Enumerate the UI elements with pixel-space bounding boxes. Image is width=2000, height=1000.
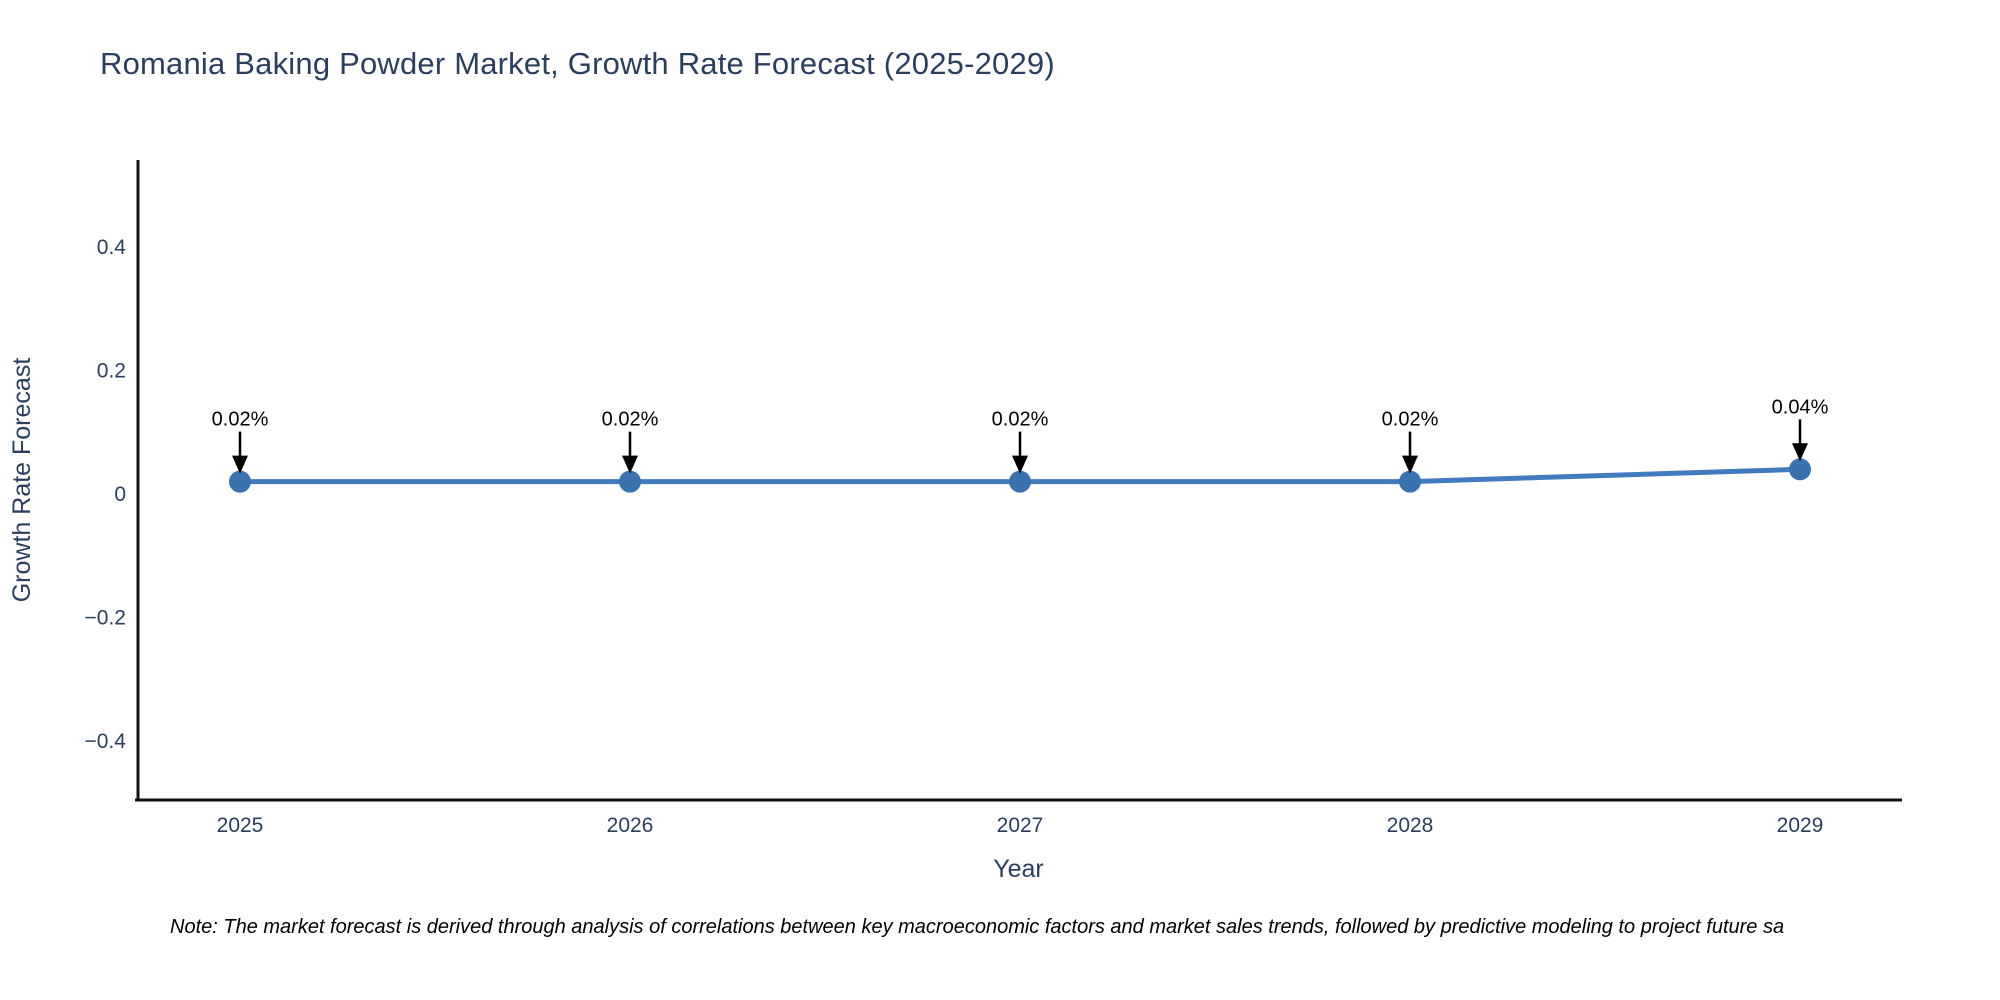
annotation-arrowhead xyxy=(1402,455,1418,474)
y-tick-label: 0 xyxy=(114,483,126,506)
annotation-label: 0.02% xyxy=(992,409,1049,431)
x-tick-label: 2026 xyxy=(607,814,654,837)
x-tick-label: 2027 xyxy=(997,814,1044,837)
annotation-arrowhead xyxy=(1012,455,1028,474)
annotation-label: 0.04% xyxy=(1772,396,1829,418)
x-axis-title: Year xyxy=(993,855,1044,883)
data-point-marker xyxy=(619,470,641,493)
x-tick-label: 2028 xyxy=(1387,814,1434,837)
y-tick-label: −0.4 xyxy=(85,730,127,753)
annotation-label: 0.02% xyxy=(602,409,659,431)
annotation-label: 0.02% xyxy=(1382,409,1439,431)
data-point-marker xyxy=(1009,470,1031,493)
y-tick-label: −0.2 xyxy=(85,607,126,630)
data-point-marker xyxy=(229,470,251,493)
chart-title: Romania Baking Powder Market, Growth Rat… xyxy=(100,46,1055,81)
annotation-label: 0.02% xyxy=(212,409,269,431)
data-point-marker xyxy=(1789,458,1811,481)
annotation-arrowhead xyxy=(1792,443,1808,462)
x-tick-label: 2029 xyxy=(1777,814,1824,837)
x-tick-label: 2025 xyxy=(217,814,264,837)
y-tick-label: 0.4 xyxy=(97,236,127,259)
y-tick-label: 0.2 xyxy=(97,360,126,383)
data-point-marker xyxy=(1399,470,1421,493)
annotation-arrowhead xyxy=(622,455,638,474)
annotation-arrowhead xyxy=(232,455,248,474)
y-axis-title: Growth Rate Forecast xyxy=(8,358,36,603)
footnote-text: Note: The market forecast is derived thr… xyxy=(170,916,1785,938)
